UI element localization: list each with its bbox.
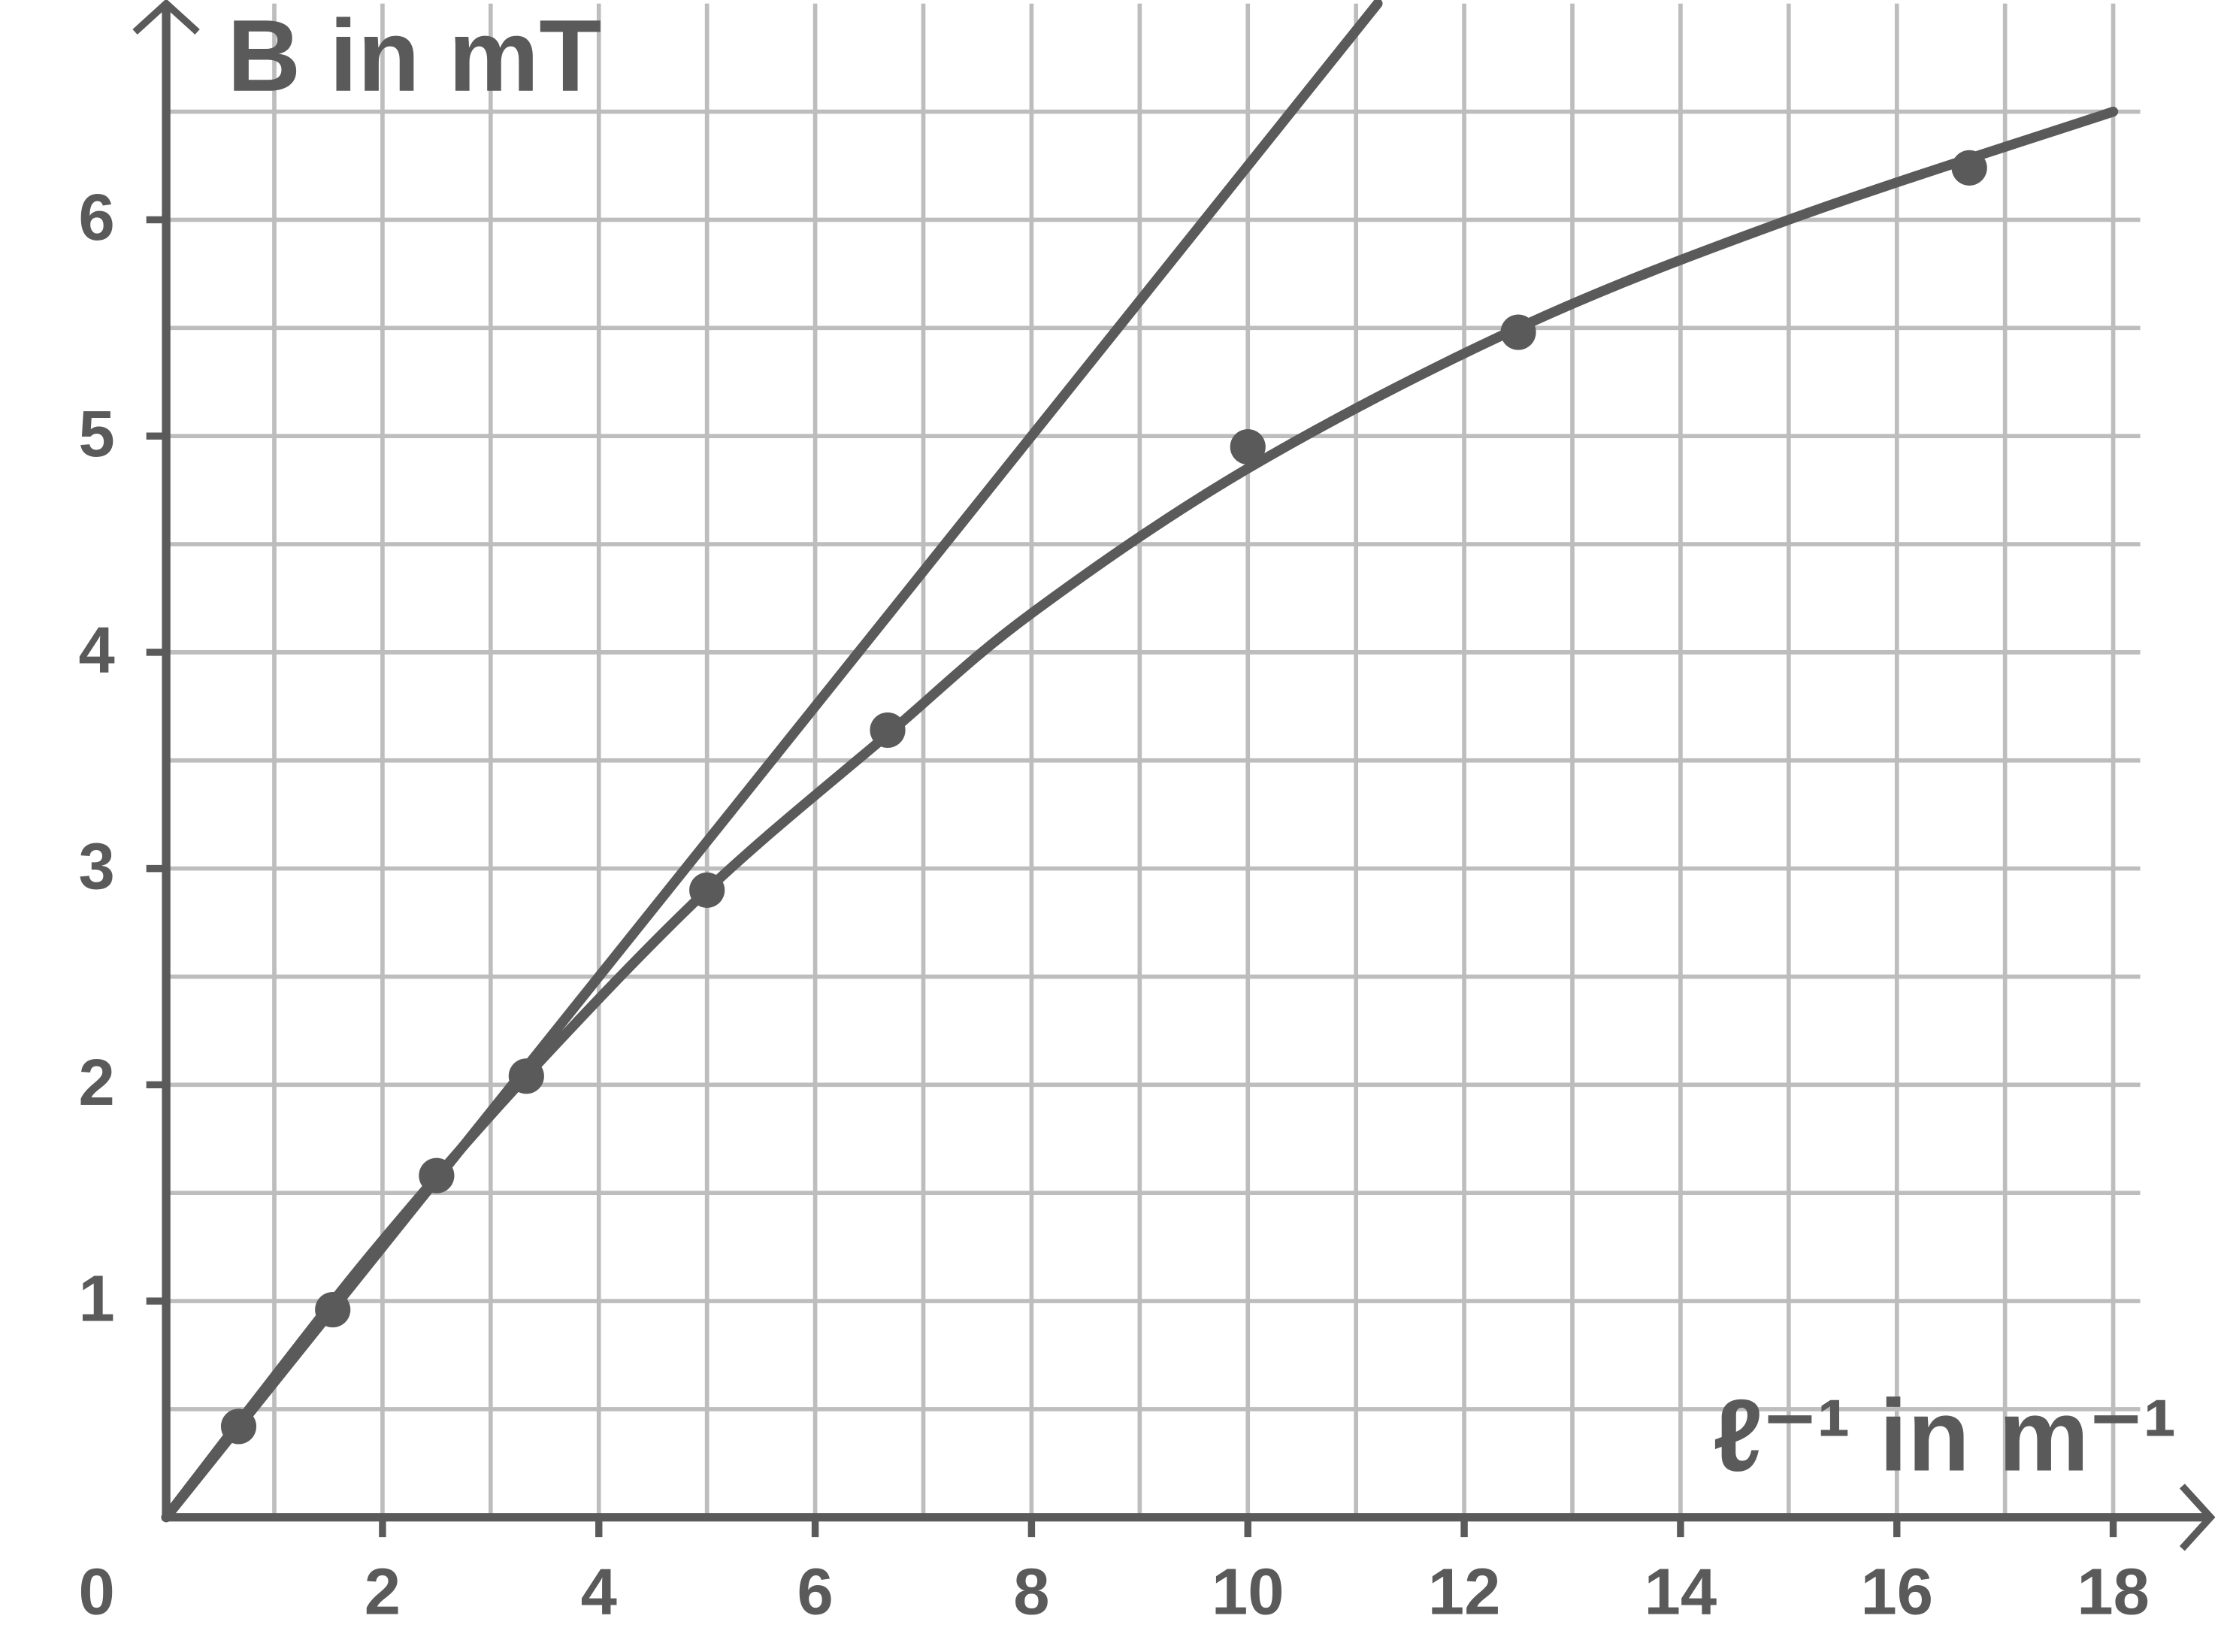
y-tick-label: 1: [78, 1263, 114, 1336]
data-point: [419, 1157, 455, 1194]
x-axis-label: ℓ⁻¹ in m⁻¹: [1713, 1378, 2177, 1493]
origin-label: 0: [78, 1555, 114, 1628]
y-tick-label: 6: [78, 181, 114, 254]
x-tick-label: 8: [1013, 1555, 1049, 1628]
y-tick-label: 4: [78, 614, 114, 687]
x-tick-label: 2: [365, 1555, 401, 1628]
x-tick-label: 18: [2077, 1555, 2150, 1628]
fit-curve: [161, 106, 2119, 1523]
y-axis-label: B in mT: [227, 0, 601, 113]
x-arrow: [2179, 1484, 2216, 1551]
x-tick-label: 4: [581, 1555, 617, 1628]
x-tick-label: 10: [1212, 1555, 1284, 1628]
data-point: [1951, 150, 1987, 186]
data-point: [315, 1291, 351, 1328]
data-point: [1230, 428, 1266, 465]
data-point: [1500, 314, 1536, 350]
x-tick-label: 14: [1645, 1555, 1717, 1628]
y-tick-label: 3: [78, 830, 114, 903]
y-tick-label: 2: [78, 1046, 114, 1119]
data-point: [508, 1058, 544, 1094]
x-tick-label: 6: [797, 1555, 833, 1628]
data-point: [220, 1408, 257, 1445]
x-tick-label: 12: [1428, 1555, 1501, 1628]
data-point: [689, 872, 725, 908]
y-tick-label: 5: [78, 398, 114, 470]
x-tick-label: 16: [1860, 1555, 1933, 1628]
y-arrow: [132, 0, 200, 35]
data-point: [870, 712, 906, 749]
